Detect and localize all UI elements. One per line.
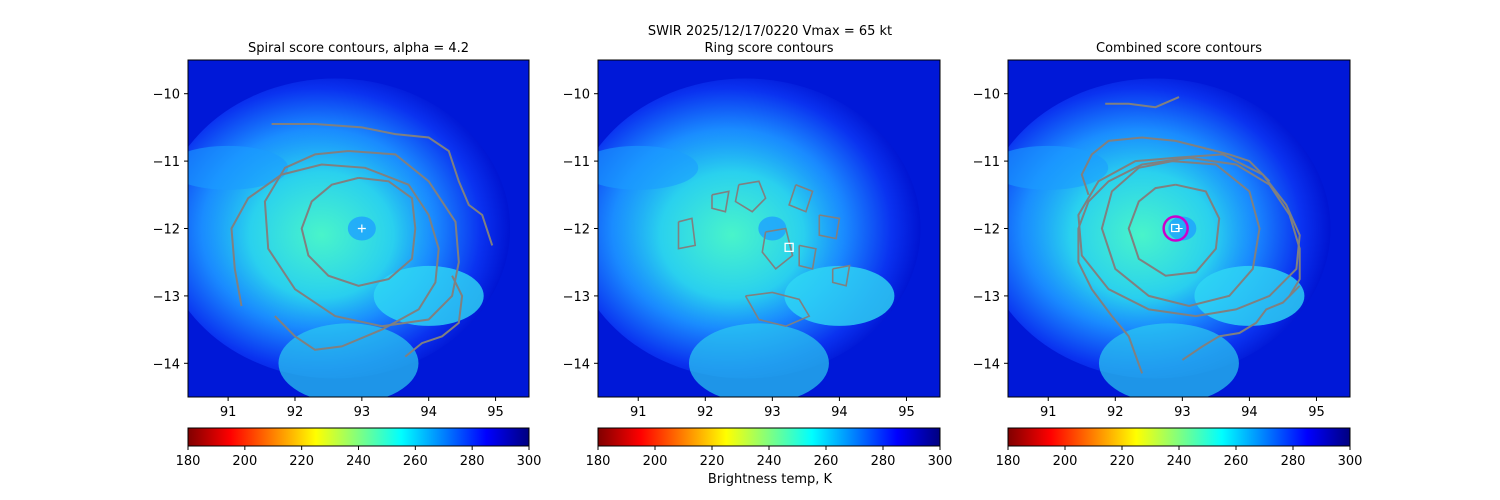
- contour-line-6: [1105, 96, 1180, 109]
- y-tick-label: −11: [153, 155, 180, 170]
- colorbar-tick-label: 200: [643, 454, 668, 469]
- colorbar-tick-label: 200: [232, 454, 257, 469]
- contour-line-9: [831, 264, 851, 287]
- contour-line-1: [300, 176, 417, 287]
- colorbar-tick-label: 260: [403, 454, 428, 469]
- brightness-field: [188, 60, 529, 397]
- colorbar-tick-label: 200: [1053, 454, 1078, 469]
- colorbar-tick-label: 240: [1167, 454, 1192, 469]
- contour-line-5: [1080, 136, 1271, 196]
- y-tick-label: −13: [973, 290, 1000, 305]
- y-tick-label: −10: [153, 88, 180, 103]
- contour-line-2: [788, 183, 814, 213]
- colorbar-tick-label: 220: [1110, 454, 1135, 469]
- colorbar-tick-label: 240: [757, 454, 782, 469]
- center-plus-marker: [1175, 225, 1183, 232]
- colorbar-tick-label: 260: [814, 454, 839, 469]
- y-tick-label: −11: [563, 155, 590, 170]
- y-tick-label: −12: [563, 223, 590, 238]
- y-tick-label: −10: [973, 88, 1000, 103]
- colorbar-3: 180 200 220 240 260 280 300: [996, 427, 1363, 469]
- suptitle: SWIR 2025/12/17/0220 Vmax = 65 kt: [647, 24, 893, 39]
- panel-3: Combined score contours 91 92 93 94 95 −10 −11 −…: [973, 41, 1363, 469]
- y-tick-label: −13: [563, 290, 590, 305]
- colorbar-tick-label: 180: [176, 454, 201, 469]
- y-tick-label: −11: [973, 155, 1000, 170]
- x-tick-label: 94: [1241, 405, 1258, 420]
- panel-1: Spiral score contours, alpha = 4.2 91 92 93…: [153, 41, 542, 469]
- x-tick-label: 91: [220, 405, 237, 420]
- x-tick-label: 91: [630, 405, 647, 420]
- y-tick-label: −12: [153, 223, 180, 238]
- panel-title: Combined score contours: [1096, 41, 1262, 56]
- contour-line-7: [1181, 285, 1301, 361]
- y-tick-label: −10: [563, 88, 590, 103]
- colorbar-tick-label: 300: [1338, 454, 1363, 469]
- colorbar-2: 180 200 220 240 260 280 300: [586, 427, 953, 469]
- contour-line-4: [1077, 156, 1301, 374]
- center-plus-marker: [357, 224, 366, 233]
- y-tick-label: −13: [153, 290, 180, 305]
- colorbar-1: 180 200 220 240 260 280 300: [176, 427, 542, 469]
- contour-line-4: [271, 123, 494, 246]
- colorbar-tick-label: 220: [700, 454, 725, 469]
- contour-line-1: [734, 180, 767, 213]
- contour-line-5: [404, 275, 464, 358]
- x-tick-label: 92: [697, 405, 714, 420]
- colorbar-tick-label: 220: [289, 454, 314, 469]
- y-tick-label: −12: [973, 223, 1000, 238]
- contour-line-8: [711, 190, 730, 213]
- contour-line-2: [1100, 160, 1261, 308]
- x-tick-label: 95: [898, 405, 915, 420]
- x-tick-label: 93: [764, 405, 781, 420]
- colorbar-tick-label: 280: [460, 454, 485, 469]
- x-tick-label: 92: [1107, 405, 1124, 420]
- colorbar-tick-label: 260: [1224, 454, 1249, 469]
- contour-line-4: [761, 227, 794, 271]
- colorbar-tick-label: 280: [1281, 454, 1306, 469]
- x-tick-label: 94: [420, 405, 437, 420]
- colorbar-tick-label: 240: [346, 454, 371, 469]
- colorbar-tick-label: 180: [996, 454, 1021, 469]
- panel-title: Spiral score contours, alpha = 4.2: [248, 41, 469, 56]
- contour-line-2: [263, 150, 460, 328]
- center-square-marker: [784, 242, 794, 253]
- contour-line-5: [798, 244, 817, 270]
- y-tick-label: −14: [973, 357, 1000, 372]
- x-tick-label: 93: [1174, 405, 1191, 420]
- center-circle-marker: [1162, 215, 1189, 242]
- colorbar-label: Brightness temp, K: [707, 472, 833, 487]
- y-tick-label: −14: [153, 357, 180, 372]
- panel-2: Ring score contours 91 92 93 94 95 −10 −11 −12 −1…: [563, 41, 953, 469]
- brightness-field: [598, 60, 940, 397]
- contour-line-7: [677, 217, 697, 250]
- colorbar-tick-label: 300: [517, 454, 542, 469]
- colorbar-tick-label: 300: [928, 454, 953, 469]
- contour-line-3: [1077, 153, 1301, 318]
- colorbar-tick-label: 180: [586, 454, 611, 469]
- contour-line-6: [744, 291, 811, 328]
- x-tick-label: 91: [1040, 405, 1057, 420]
- contour-line-3: [230, 163, 440, 351]
- panel-title: Ring score contours: [704, 41, 833, 56]
- contour-line-3: [818, 214, 841, 240]
- y-tick-label: −14: [563, 357, 590, 372]
- x-tick-label: 93: [354, 405, 371, 420]
- contour-line-1: [1127, 183, 1221, 277]
- x-tick-label: 92: [287, 405, 304, 420]
- colorbar-tick-label: 280: [871, 454, 896, 469]
- x-tick-label: 94: [831, 405, 848, 420]
- x-tick-label: 95: [487, 405, 504, 420]
- x-tick-label: 95: [1308, 405, 1325, 420]
